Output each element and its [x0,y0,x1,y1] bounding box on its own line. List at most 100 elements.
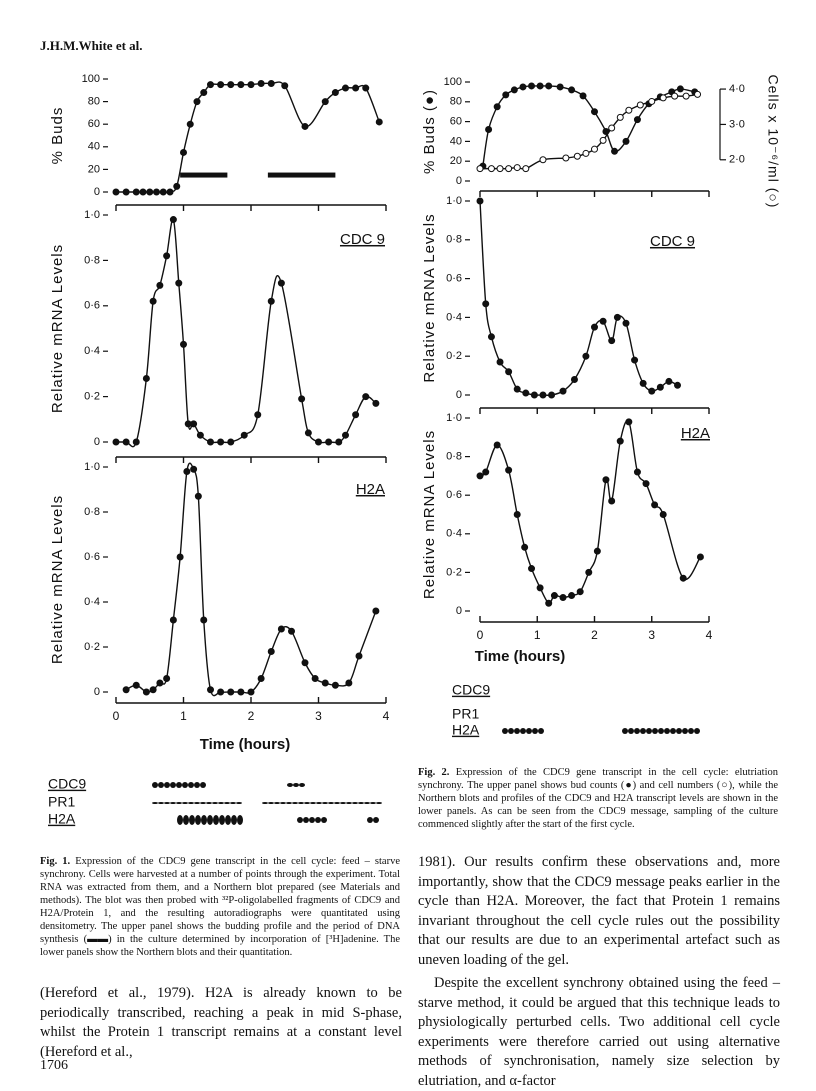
blot-band [367,817,373,823]
data-point [633,468,641,476]
data-point [505,165,513,173]
blot-band [322,802,328,804]
data-point [631,356,639,364]
fit-curve [116,218,377,448]
blot-band [622,728,628,734]
data-point [556,83,564,91]
data-point [193,98,201,106]
data-point [487,333,495,341]
data-point [277,279,285,287]
data-point [639,379,647,387]
data-point [513,511,521,518]
data-point [616,113,624,121]
data-point [112,188,120,196]
data-point [149,297,157,305]
data-point [648,97,656,105]
blot-band [688,728,694,734]
data-point [536,584,544,592]
data-point [240,431,248,439]
data-point [207,81,214,89]
blot-band [170,802,176,804]
data-point [476,472,484,480]
data-point [545,82,553,90]
data-point [169,616,177,624]
data-point [217,438,225,446]
data-point [476,197,484,205]
blot-band [194,802,200,804]
x-tick-label: 2 [591,628,598,642]
data-point [559,387,567,395]
data-point [139,188,147,196]
blot-band [236,802,242,804]
data-point [528,82,536,90]
data-point [576,588,584,596]
data-point [625,418,633,426]
blot-band [230,802,236,804]
y-tick-label: 0·8 [446,234,462,246]
data-point [153,188,160,196]
blot-band [164,782,170,788]
y-tick-label: 0·4 [84,345,100,357]
panel-label: CDC 9 [650,233,695,250]
blot-band [303,817,309,823]
data-point [227,438,235,446]
paragraph: (Hereford et al., 1979). H2A is already … [40,985,402,1060]
data-point [522,389,530,397]
data-point [568,86,576,94]
data-point [325,438,333,446]
data-point [132,438,140,446]
x-tick-label: 1 [534,628,541,642]
data-point [676,85,684,93]
blot-band [287,783,293,787]
blot-band [237,815,243,825]
y-tick-label: 0 [94,186,100,198]
data-point [521,543,529,551]
data-point [311,675,319,682]
blot-band [152,782,158,788]
blot-band [262,802,268,804]
data-point [651,501,659,509]
blot-band [640,728,646,734]
blot-band [694,728,700,734]
data-point [237,81,245,89]
data-point [656,383,664,391]
blot-band [508,728,514,734]
blot-band [268,802,274,804]
data-point [550,592,558,600]
caption-text: Expression of the CDC9 gene transcript i… [418,767,779,830]
blot-band [328,802,334,804]
blot-band [293,783,299,787]
data-point [207,438,214,446]
data-point [372,607,380,615]
page-number: 1706 [40,1058,68,1073]
y-tick-label: 0·4 [84,596,100,608]
data-point [528,565,536,573]
data-point [622,319,630,327]
blot-band [628,728,634,734]
y-tick-label: 0 [456,389,462,401]
data-point [591,108,598,116]
blot-band [316,802,322,804]
y-tick-label: 0·6 [446,489,462,501]
x-tick-label: 0 [477,628,484,642]
y-tick-label: 0·6 [446,273,462,285]
data-point [194,492,202,500]
data-point [665,377,673,385]
x-tick-label: 4 [706,628,713,642]
y-axis-label: Relative mRNA Levels [49,244,66,413]
data-point [156,679,164,687]
data-point [530,391,538,399]
panel-label: CDC 9 [340,231,385,248]
data-point [112,438,120,446]
data-point [582,149,590,157]
data-point [190,420,198,428]
data-point [372,399,380,407]
data-point [482,468,490,476]
data-point [616,437,624,445]
data-point [602,476,610,484]
data-point [132,681,140,689]
data-point [573,152,581,160]
blot-band [212,802,218,804]
data-point [175,279,183,287]
